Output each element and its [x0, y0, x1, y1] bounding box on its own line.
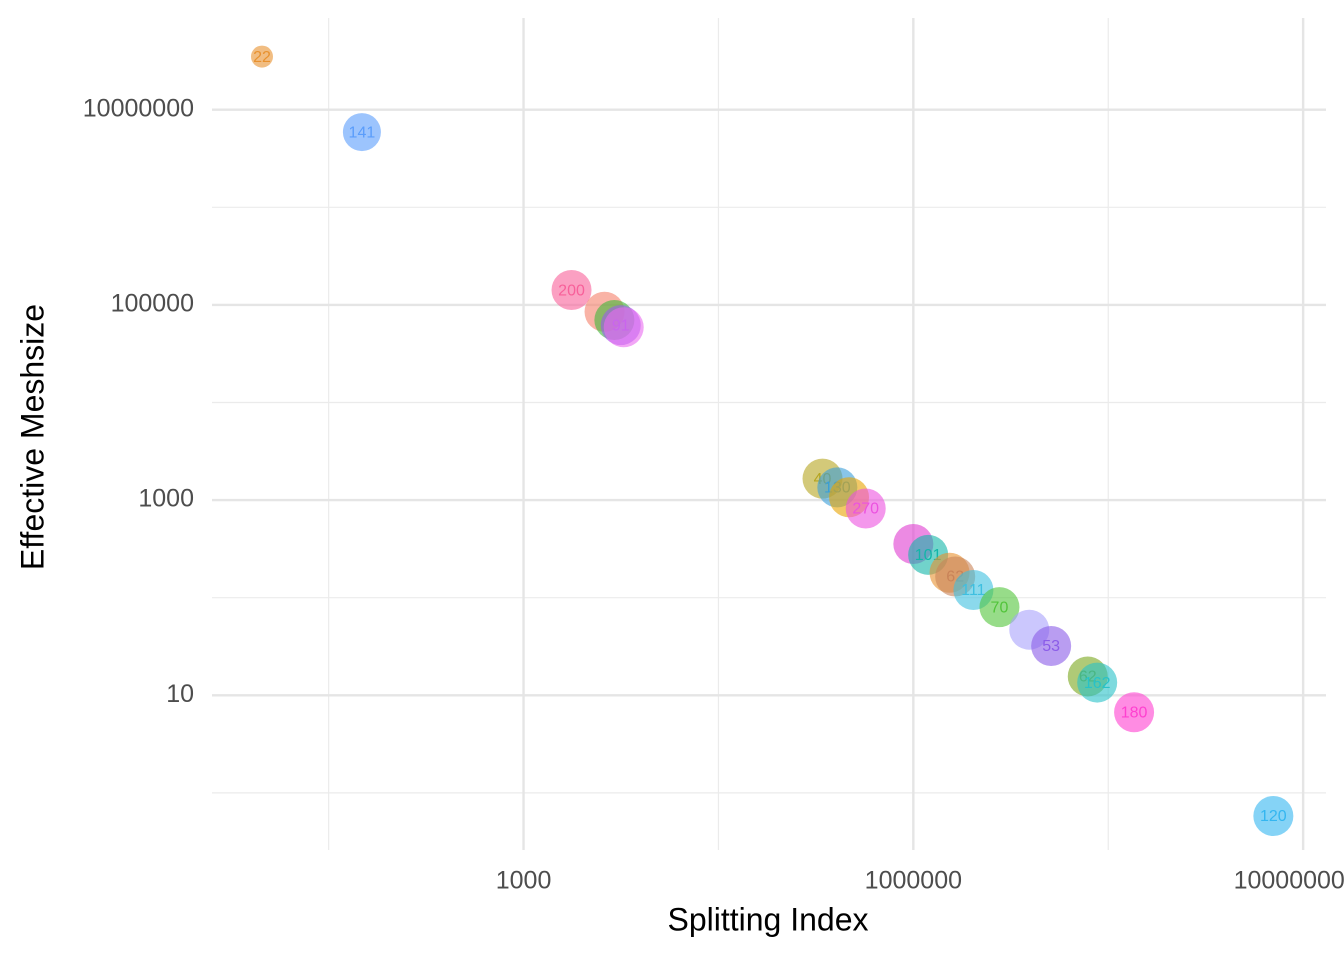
y-tick-label: 100000: [111, 290, 194, 318]
point-label: 141: [349, 124, 376, 141]
x-axis-title: Splitting Index: [667, 901, 868, 937]
point-label: 270: [852, 501, 879, 518]
bubble: [979, 587, 1020, 628]
y-tick-label: 10: [166, 680, 194, 708]
bubble: [1114, 692, 1155, 733]
point-label: 53: [1042, 638, 1060, 655]
bubble: [603, 307, 644, 348]
point-label: 70: [991, 599, 1009, 616]
y-axis-title: Effective Meshsize: [14, 304, 50, 570]
point-label: 120: [1260, 808, 1287, 825]
bubble: [250, 45, 273, 68]
bubble: [1253, 795, 1294, 836]
point-label: 162: [1084, 675, 1111, 692]
point-label: 200: [558, 282, 585, 299]
bubble: [845, 488, 886, 529]
point-label: 111: [961, 582, 985, 599]
x-tick-label: 1000000000: [1234, 867, 1344, 895]
x-tick-label: 1000000: [865, 867, 962, 895]
point-label: 180: [1121, 704, 1148, 721]
y-tick-label: 1000: [138, 485, 194, 513]
bubble: [342, 113, 381, 152]
y-tick-label: 10000000: [83, 94, 194, 122]
x-tick-label: 1000: [496, 867, 552, 895]
point-label: 22: [253, 49, 271, 66]
bubble: [1077, 662, 1118, 703]
bubble: [1031, 625, 1072, 666]
bubble: [551, 270, 592, 311]
